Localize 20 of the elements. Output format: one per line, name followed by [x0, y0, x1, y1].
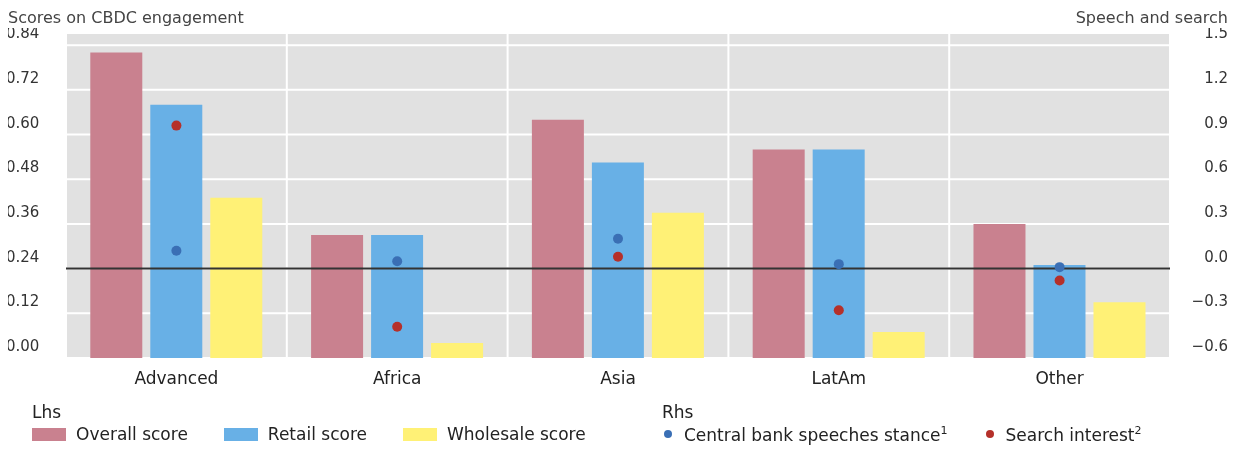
x-tick-label: Advanced — [134, 368, 219, 389]
legend-label: Overall score — [76, 424, 188, 444]
y2-tick-label: −0.3 — [1191, 292, 1228, 311]
text: Lhs — [32, 402, 63, 422]
x-tick-label: LatAm — [811, 368, 867, 389]
text: Rhs — [662, 402, 695, 422]
y2-tick-label: −0.6 — [1191, 337, 1228, 355]
legend-label: Central bank speeches stance$^{1}$ — [684, 424, 948, 445]
y2-tick-label: 0.9 — [1204, 113, 1228, 132]
y2-tick-label: 0.0 — [1204, 247, 1228, 266]
x-tick-label: Asia — [600, 368, 636, 389]
y2-tick-label: 1.2 — [1204, 68, 1228, 87]
x-tick-label: Other — [1035, 368, 1084, 389]
y2-tick-label: 0.3 — [1204, 202, 1228, 221]
legend-label: Retail score — [267, 424, 367, 444]
y2-tick-label: 0.6 — [1204, 158, 1228, 177]
x-tick-label: Africa — [372, 368, 422, 389]
legend-label: Search interest$^{2}$ — [1005, 424, 1142, 445]
y-axis-title: Scores on CBDC engagement — [8, 8, 244, 28]
legend-label: Wholesale score — [446, 424, 586, 444]
